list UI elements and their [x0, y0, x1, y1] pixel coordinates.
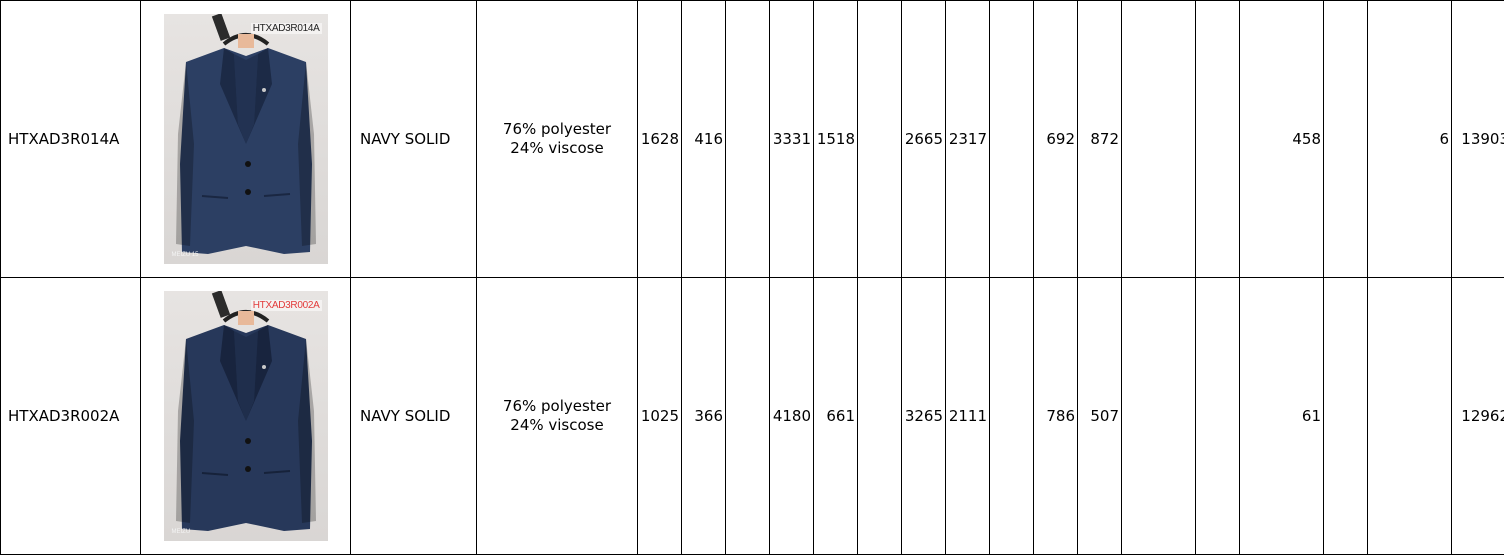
qty-cell: [1323, 0, 1368, 278]
qty-cell: [1195, 277, 1240, 555]
fabric-line-2: 24% viscose: [510, 139, 604, 157]
color-cell: NAVY SOLID: [350, 277, 477, 555]
fabric-cell: 76% polyester 24% viscose: [476, 277, 638, 555]
color-cell: NAVY SOLID: [350, 0, 477, 278]
qty-cell: 366: [681, 277, 726, 555]
qty-cell: 416: [681, 0, 726, 278]
qty-cell: [989, 0, 1034, 278]
total-cell: 12962: [1451, 277, 1504, 555]
product-photo: HTXAD3R002A MEIZU: [163, 291, 328, 541]
jacket-image: [175, 291, 316, 531]
fabric-line-2: 24% viscose: [510, 416, 604, 434]
qty-cell: 61: [1239, 277, 1324, 555]
qty-cell: [725, 277, 770, 555]
qty-cell: 3265: [901, 277, 946, 555]
jacket-image: [175, 14, 316, 254]
qty-cell: 872: [1077, 0, 1122, 278]
qty-cell: 3331: [769, 0, 814, 278]
qty-cell: [1121, 277, 1196, 555]
table-row: HTXAD3R014A: [0, 0, 1504, 278]
qty-cell: 4180: [769, 277, 814, 555]
qty-cell: 507: [1077, 277, 1122, 555]
qty-cell: [857, 277, 902, 555]
qty-cell: 6: [1367, 0, 1452, 278]
qty-cell: 692: [1033, 0, 1078, 278]
qty-cell: [1367, 277, 1452, 555]
fabric-line-1: 76% polyester: [502, 120, 612, 138]
qty-cell: 1518: [813, 0, 858, 278]
style-code-cell: HTXAD3R014A: [0, 0, 141, 278]
qty-cell: 786: [1033, 277, 1078, 555]
qty-cell: 1025: [637, 277, 682, 555]
photo-watermark: MEIZU: [171, 529, 191, 535]
table-row: HTXAD3R002A: [0, 277, 1504, 555]
product-photo-cell: HTXAD3R014A MEIZU 15: [140, 0, 351, 278]
qty-cell: [857, 0, 902, 278]
total-cell: 13903: [1451, 0, 1504, 278]
qty-cell: 1628: [637, 0, 682, 278]
product-photo: HTXAD3R014A MEIZU 15: [163, 14, 328, 264]
qty-cell: [1121, 0, 1196, 278]
product-photo-cell: HTXAD3R002A MEIZU: [140, 277, 351, 555]
style-code-cell: HTXAD3R002A: [0, 277, 141, 555]
qty-cell: 2111: [945, 277, 990, 555]
photo-label: HTXAD3R002A: [250, 300, 322, 311]
qty-cell: [1323, 277, 1368, 555]
qty-cell: [989, 277, 1034, 555]
photo-watermark: MEIZU 15: [171, 252, 199, 258]
qty-cell: 2317: [945, 0, 990, 278]
qty-cell: 661: [813, 277, 858, 555]
qty-cell: [1195, 0, 1240, 278]
fabric-cell: 76% polyester 24% viscose: [476, 0, 638, 278]
fabric-line-1: 76% polyester: [502, 397, 612, 415]
qty-cell: 2665: [901, 0, 946, 278]
qty-cell: [725, 0, 770, 278]
qty-cell: 458: [1239, 0, 1324, 278]
photo-label: HTXAD3R014A: [250, 23, 322, 34]
